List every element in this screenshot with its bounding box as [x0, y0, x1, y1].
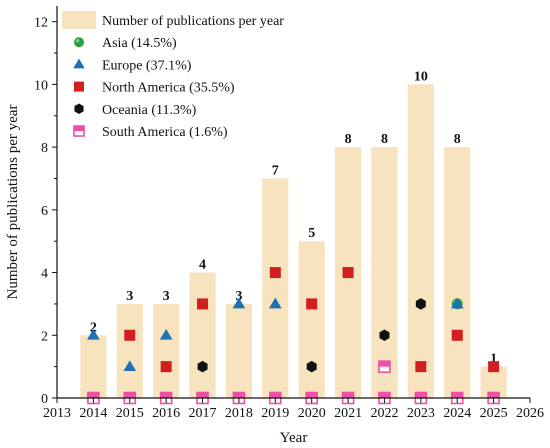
legend-label-0: Number of publications per year	[102, 14, 284, 29]
bar-2018	[225, 303, 253, 398]
bar-label-2014: 2	[90, 320, 97, 335]
bar-label-2015: 3	[126, 289, 133, 304]
point-2-2020-3	[306, 298, 318, 310]
bar-label-2023: 10	[414, 69, 428, 84]
point-2-2015-2	[124, 329, 136, 341]
x-axis-title: Year	[280, 430, 308, 446]
legend-marker-triangle	[73, 58, 85, 69]
legend-label-1: Asia (14.5%)	[102, 36, 177, 51]
bar-label-2024: 8	[454, 132, 461, 147]
point-3-2023-3	[415, 298, 426, 310]
bar-2019	[262, 178, 289, 398]
legend-label-4: Oceania (11.3%)	[102, 103, 197, 118]
axes-layer: 2013 2014 2015 2016 2017 2018 2019 2020 2021 2022…	[34, 6, 544, 421]
bar-label-2016: 3	[163, 289, 170, 304]
point-3-2017-1	[197, 360, 208, 373]
y-tick-label-12: 12	[34, 16, 48, 31]
x-tick-label-2026: 2026	[516, 406, 544, 421]
x-tick-label-2020: 2020	[298, 406, 326, 421]
point-3-2022-2	[379, 329, 390, 342]
x-tick-label-2017: 2017	[189, 406, 217, 421]
legend: Number of publications per year Asia (14.…	[62, 11, 284, 140]
bar-label-2017: 4	[199, 258, 206, 273]
point-2-2024-2	[451, 329, 463, 341]
point-1-2015-1	[123, 360, 137, 372]
point-2-2019-4	[269, 267, 281, 279]
legend-marker-half-square	[73, 125, 85, 137]
y-axis-title: Number of publications per year	[5, 105, 21, 300]
y-tick-label-2: 2	[41, 329, 48, 344]
x-tick-label-2024: 2024	[443, 406, 471, 421]
point-1-2016-2	[159, 328, 173, 340]
bar-label-2019: 7	[272, 163, 279, 178]
point-2-2016-1	[160, 361, 172, 373]
bar-label-2018: 3	[235, 289, 242, 304]
legend-marker-circle	[74, 37, 84, 48]
bar-label-2022: 8	[381, 132, 388, 147]
x-tick-label-2023: 2023	[407, 406, 435, 421]
x-tick-label-2021: 2021	[334, 406, 362, 421]
bar-2020	[298, 241, 325, 398]
points-layer	[87, 267, 500, 405]
bar-2024	[444, 147, 471, 398]
legend-swatch-bars	[62, 11, 96, 29]
point-4-2022-1	[378, 360, 391, 373]
point-1-2024-3	[450, 297, 464, 309]
bar-2015	[116, 303, 143, 398]
bar-labels-layer: 2 3 3 4 3 7 5 8 8 10 8 1	[90, 69, 497, 366]
legend-label-3: North America (35.5%)	[102, 81, 235, 96]
y-tick-label-6: 6	[41, 204, 48, 219]
bar-2014	[80, 335, 107, 398]
x-tick-label-2025: 2025	[480, 406, 508, 421]
legend-label-2: Europe (37.1%)	[102, 58, 192, 73]
x-tick-label-2016: 2016	[152, 406, 180, 421]
bar-2016	[153, 303, 180, 398]
point-2-2021-4	[342, 267, 354, 279]
point-2-2023-1	[415, 361, 427, 373]
x-tick-label-2018: 2018	[225, 406, 253, 421]
bar-2022	[371, 147, 398, 398]
legend-marker-hexagon	[74, 103, 84, 115]
legend-item-4: Oceania (11.3%)	[74, 103, 197, 118]
y-tick-label-8: 8	[41, 141, 48, 156]
x-tick-label-2022: 2022	[370, 406, 398, 421]
point-3-2020-1	[306, 360, 317, 373]
x-tick-label-2019: 2019	[261, 406, 289, 421]
legend-item-1: Asia (14.5%)	[74, 36, 177, 51]
bar-label-2025: 1	[490, 352, 497, 367]
bar-label-2021: 8	[345, 132, 352, 147]
bar-2017	[189, 272, 216, 398]
bars-layer	[80, 84, 507, 399]
y-tick-label-10: 10	[34, 78, 48, 93]
point-2-2017-3	[197, 298, 209, 310]
x-tick-label-2014: 2014	[79, 406, 107, 421]
legend-item-0: Number of publications per year	[62, 11, 284, 29]
x-tick-label-2013: 2013	[43, 406, 71, 421]
legend-item-2: Europe (37.1%)	[73, 58, 192, 73]
bar-2023	[407, 84, 434, 399]
point-1-2019-3	[268, 297, 282, 309]
bar-label-2020: 5	[308, 226, 315, 241]
point-2-2025-1	[488, 361, 500, 373]
point-1-2018-3	[232, 297, 246, 309]
x-tick-label-2015: 2015	[116, 406, 144, 421]
legend-marker-square	[74, 81, 84, 92]
y-tick-label-4: 4	[41, 267, 48, 282]
point-1-2014-2	[87, 328, 100, 340]
y-tick-label-0: 0	[41, 392, 48, 407]
legend-item-5: South America (1.6%)	[73, 125, 228, 140]
legend-item-3: North America (35.5%)	[74, 81, 235, 96]
legend-label-5: South America (1.6%)	[102, 125, 228, 140]
